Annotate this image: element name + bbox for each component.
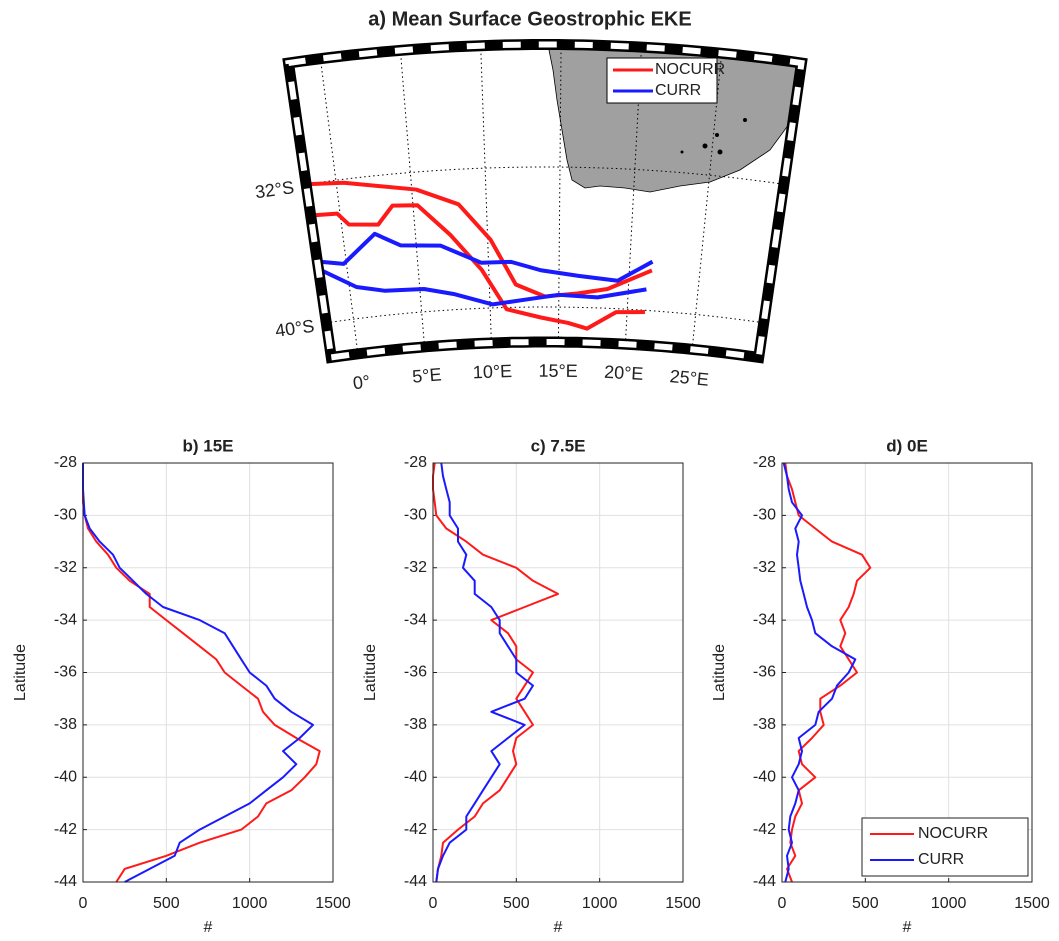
x-tick-label: 500 — [852, 895, 879, 912]
y-tick-label: -36 — [54, 664, 77, 681]
track — [320, 231, 654, 283]
x-tick-label: 1000 — [931, 895, 967, 912]
panel-title: c) 7.5E — [531, 436, 586, 455]
y-tick-label: -32 — [404, 559, 427, 576]
lon-label: 15°E — [538, 361, 577, 381]
legend-label: CURR — [655, 82, 701, 99]
meridian — [319, 58, 359, 354]
x-tick-label: 1000 — [582, 895, 618, 912]
series-line — [82, 463, 314, 883]
y-tick-label: -36 — [404, 664, 427, 681]
island — [715, 133, 719, 137]
y-tick-label: -32 — [753, 559, 776, 576]
y-tick-label: -28 — [404, 454, 427, 471]
x-tick-label: 1500 — [1014, 895, 1050, 912]
axes-box — [82, 462, 334, 883]
y-tick-label: -40 — [753, 768, 776, 785]
panel-title: d) 0E — [886, 436, 928, 455]
series-line — [782, 462, 857, 883]
meridian — [399, 50, 426, 347]
y-tick-label: -34 — [753, 611, 776, 628]
island — [717, 149, 723, 155]
series-line — [432, 462, 559, 883]
panel-title: b) 15E — [182, 436, 233, 455]
y-axis-label: Latitude — [711, 644, 728, 701]
y-tick-label: -38 — [404, 716, 427, 733]
parallel — [326, 306, 764, 324]
x-tick-label: 500 — [503, 895, 530, 912]
map-title: a) Mean Surface Geostrophic EKE — [368, 8, 691, 30]
lon-label: 0° — [352, 371, 372, 393]
y-tick-label: -34 — [404, 611, 427, 628]
track — [310, 203, 645, 331]
series-line — [435, 462, 534, 883]
x-axis-label: # — [204, 919, 213, 936]
island — [702, 143, 708, 149]
y-axis-label: Latitude — [12, 644, 29, 701]
legend-box — [606, 57, 718, 104]
y-tick-label: -30 — [753, 507, 776, 524]
series-line — [784, 462, 872, 883]
y-tick-label: -28 — [54, 454, 77, 471]
y-tick-label: -38 — [54, 716, 77, 733]
x-tick-label: 0 — [429, 895, 438, 912]
meridian — [557, 44, 562, 343]
island — [680, 150, 684, 154]
series-line — [82, 463, 321, 883]
y-tick-label: -36 — [753, 664, 776, 681]
y-tick-label: -30 — [54, 507, 77, 524]
y-tick-label: -28 — [753, 454, 776, 471]
lon-label: 5°E — [411, 364, 442, 386]
y-tick-label: -40 — [404, 768, 427, 785]
island — [743, 118, 747, 122]
axes-box — [781, 462, 1033, 883]
legend-box — [861, 817, 1029, 877]
x-tick-label: 1500 — [665, 895, 701, 912]
x-tick-label: 0 — [79, 895, 88, 912]
y-tick-label: -38 — [753, 716, 776, 733]
legend-label: NOCURR — [655, 61, 725, 78]
legend-label: NOCURR — [918, 825, 988, 842]
y-tick-label: -42 — [54, 821, 77, 838]
x-tick-label: 500 — [153, 895, 180, 912]
x-tick-label: 1500 — [315, 895, 351, 912]
x-tick-label: 0 — [778, 895, 787, 912]
legend-label: CURR — [918, 851, 964, 868]
y-tick-label: -44 — [404, 873, 427, 890]
x-axis-label: # — [554, 919, 563, 936]
y-tick-label: -34 — [54, 611, 77, 628]
y-tick-label: -44 — [753, 873, 776, 890]
y-tick-label: -42 — [404, 821, 427, 838]
y-tick-label: -32 — [54, 559, 77, 576]
track — [320, 268, 647, 307]
y-tick-label: -42 — [753, 821, 776, 838]
x-axis-label: # — [903, 919, 912, 936]
map-frame-ticks — [285, 41, 805, 361]
lon-label: 25°E — [669, 366, 710, 390]
x-tick-label: 1000 — [232, 895, 268, 912]
y-tick-label: -44 — [54, 873, 77, 890]
lat-label: 32°S — [254, 177, 296, 202]
lat-label: 40°S — [274, 316, 316, 341]
meridian — [480, 45, 492, 343]
y-tick-label: -30 — [404, 507, 427, 524]
lon-label: 10°E — [472, 361, 512, 382]
lon-label: 20°E — [604, 362, 644, 384]
axes-box — [432, 462, 684, 883]
y-axis-label: Latitude — [362, 644, 379, 701]
parallel — [306, 166, 784, 185]
y-tick-label: -40 — [54, 768, 77, 785]
